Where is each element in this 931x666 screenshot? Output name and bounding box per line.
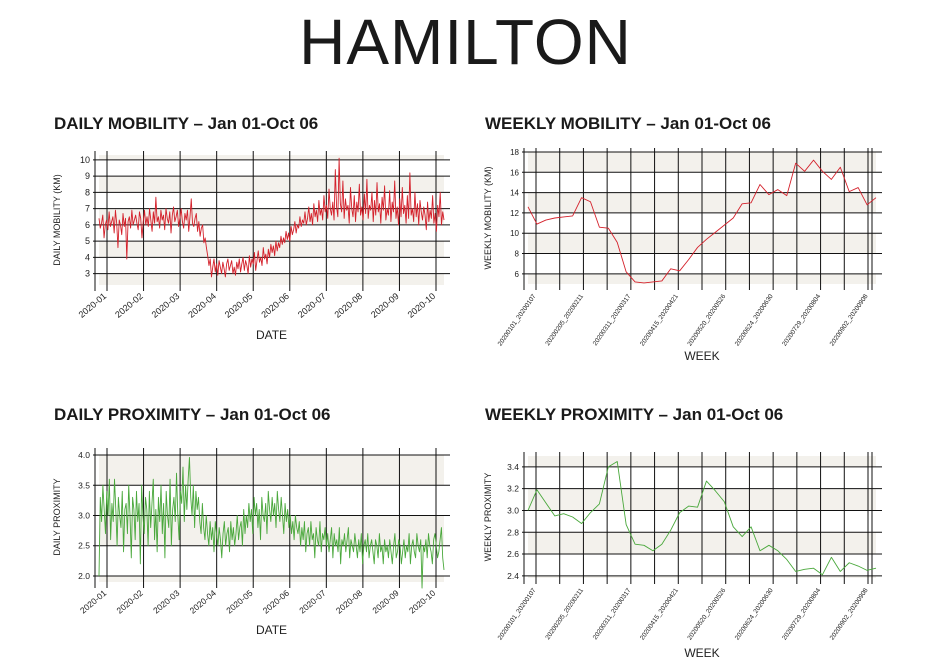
weekly-proximity-xtick-label: 20200729_20200804	[781, 587, 822, 642]
daily-mobility-xtick-label: 2020-02	[113, 291, 145, 320]
daily-proximity-series-line	[98, 456, 445, 589]
daily-mobility-xtick-label: 2020-07	[296, 291, 328, 320]
weekly-mobility-ytick-label: 6	[515, 270, 520, 279]
daily-proximity-xtick-label: 2020-08	[334, 588, 365, 616]
daily-mobility-ytick-label: 3	[85, 269, 90, 279]
weekly-proximity-ytick-label: 3.2	[507, 484, 519, 494]
weekly-proximity-xtick-label: 20200205_20200211	[544, 587, 585, 641]
daily-mobility-band	[99, 208, 444, 225]
weekly-mobility-xtick-label: 20200205_20200211	[544, 293, 585, 347]
daily-proximity-ytick-label: 3.5	[78, 480, 90, 490]
daily-mobility-ytick-label: 7	[85, 204, 90, 214]
page-title: HAMILTON	[299, 6, 632, 78]
weekly-proximity-series-line	[527, 461, 877, 576]
daily-mobility-ytick-label: 5	[85, 236, 90, 246]
daily-mobility-xtick-label: 2020-08	[332, 291, 364, 320]
daily-mobility-xtick-label: 2020-06	[259, 291, 291, 320]
weekly-proximity-xtick-label: 20200520_20200526	[686, 587, 727, 642]
weekly-proximity-y-axis-label: WEEKLY PROXIMITY	[483, 473, 493, 562]
daily-proximity-xtick-label: 2020-10	[407, 588, 438, 616]
weekly-mobility-ytick-label: 12	[510, 209, 519, 218]
daily-mobility-xtick-label: 2020-09	[369, 291, 401, 320]
daily-mobility-y-axis-label: DAILY MOBILITY (KM)	[52, 174, 62, 266]
weekly-mobility-xtick-label: 20200415_20200421	[639, 293, 680, 348]
daily-proximity-xtick-label: 2020-04	[188, 588, 219, 616]
daily-proximity-ytick-label: 3.0	[78, 510, 90, 520]
daily-proximity-xtick-label: 2020-02	[115, 588, 146, 616]
daily-mobility-ytick-label: 8	[85, 187, 90, 197]
daily-proximity-y-axis-label: DAILY PROXIMITY	[52, 478, 62, 555]
weekly-proximity-ytick-label: 2.6	[507, 549, 519, 559]
daily-mobility-x-axis-label: DATE	[256, 328, 287, 342]
daily-mobility-xtick-label: 2020-03	[150, 291, 182, 320]
weekly-mobility-title: WEEKLY MOBILITY – Jan 01-Oct 06	[485, 114, 771, 133]
daily-proximity-title: DAILY PROXIMITY – Jan 01-Oct 06	[54, 405, 331, 424]
daily-mobility-ytick-label: 9	[85, 171, 90, 181]
weekly-mobility-ytick-label: 10	[510, 229, 519, 238]
daily-mobility-ytick-label: 6	[85, 220, 90, 230]
daily-mobility-title: DAILY MOBILITY – Jan 01-Oct 06	[54, 114, 319, 133]
weekly-mobility-xtick-label: 20200624_20200630	[734, 293, 775, 348]
daily-proximity-ytick-label: 2.5	[78, 541, 90, 551]
daily-proximity-xtick-label: 2020-01	[78, 588, 109, 616]
weekly-mobility-ytick-label: 8	[515, 250, 520, 259]
daily-proximity-band	[99, 575, 444, 582]
weekly-mobility-ytick-label: 16	[510, 168, 519, 177]
weekly-proximity-xtick-label: 20200902_20200908	[829, 587, 870, 642]
daily-proximity-ytick-label: 4.0	[78, 450, 90, 460]
weekly-mobility-chart: 6 8 10 12 14 16 18 20200101_20200107 20200205_20…	[483, 148, 882, 363]
daily-mobility-xtick-label: 2020-01	[77, 291, 109, 320]
weekly-proximity-ytick-label: 3.4	[507, 462, 519, 472]
daily-mobility-series-line	[98, 157, 445, 278]
weekly-mobility-x-axis-label: WEEK	[684, 349, 719, 363]
daily-proximity-xtick-label: 2020-09	[370, 588, 401, 616]
weekly-proximity-xtick-label: 20200101_20200107	[497, 587, 538, 642]
weekly-mobility-xtick-label: 20200729_20200804	[781, 293, 822, 348]
daily-mobility-band	[99, 273, 444, 285]
weekly-proximity-ytick-label: 2.8	[507, 527, 519, 537]
daily-proximity-xtick-label: 2020-05	[224, 588, 255, 616]
daily-mobility-xtick-label: 2020-04	[186, 291, 218, 320]
daily-proximity-ytick-label: 2.0	[78, 571, 90, 581]
daily-proximity-xtick-label: 2020-06	[261, 588, 292, 616]
daily-proximity-xtick-label: 2020-07	[297, 588, 328, 616]
weekly-mobility-ytick-label: 18	[510, 148, 519, 157]
daily-proximity-band	[99, 455, 444, 486]
weekly-proximity-x-axis-label: WEEK	[684, 646, 719, 660]
daily-proximity-xtick-label: 2020-03	[151, 588, 182, 616]
weekly-mobility-xtick-label: 20200101_20200107	[497, 293, 538, 348]
weekly-mobility-series-line	[527, 159, 877, 284]
daily-mobility-ytick-label: 10	[80, 155, 90, 165]
daily-mobility-xtick-label: 2020-05	[223, 291, 255, 320]
daily-mobility-band	[99, 176, 444, 193]
weekly-proximity-xtick-label: 20200415_20200421	[639, 587, 680, 642]
weekly-proximity-ytick-label: 2.4	[507, 571, 519, 581]
daily-mobility-band	[99, 155, 444, 160]
weekly-mobility-ytick-label: 14	[510, 189, 519, 198]
weekly-mobility-y-axis-label: WEEKLY MOBILITY (KM)	[483, 166, 493, 269]
weekly-proximity-xtick-label: 20200624_20200630	[734, 587, 775, 642]
weekly-mobility-xtick-label: 20200902_20200908	[829, 293, 870, 348]
weekly-proximity-xtick-label: 20200311_20200317	[592, 587, 633, 641]
weekly-mobility-xtick-label: 20200520_20200526	[686, 293, 727, 348]
weekly-proximity-title: WEEKLY PROXIMITY – Jan 01-Oct 06	[485, 405, 784, 424]
daily-mobility-xtick-label: 2020-10	[406, 291, 438, 320]
daily-proximity-x-axis-label: DATE	[256, 623, 287, 637]
weekly-mobility-xtick-label: 20200311_20200317	[592, 293, 633, 347]
daily-mobility-ytick-label: 4	[85, 252, 90, 262]
weekly-proximity-ytick-label: 3.0	[507, 505, 519, 515]
